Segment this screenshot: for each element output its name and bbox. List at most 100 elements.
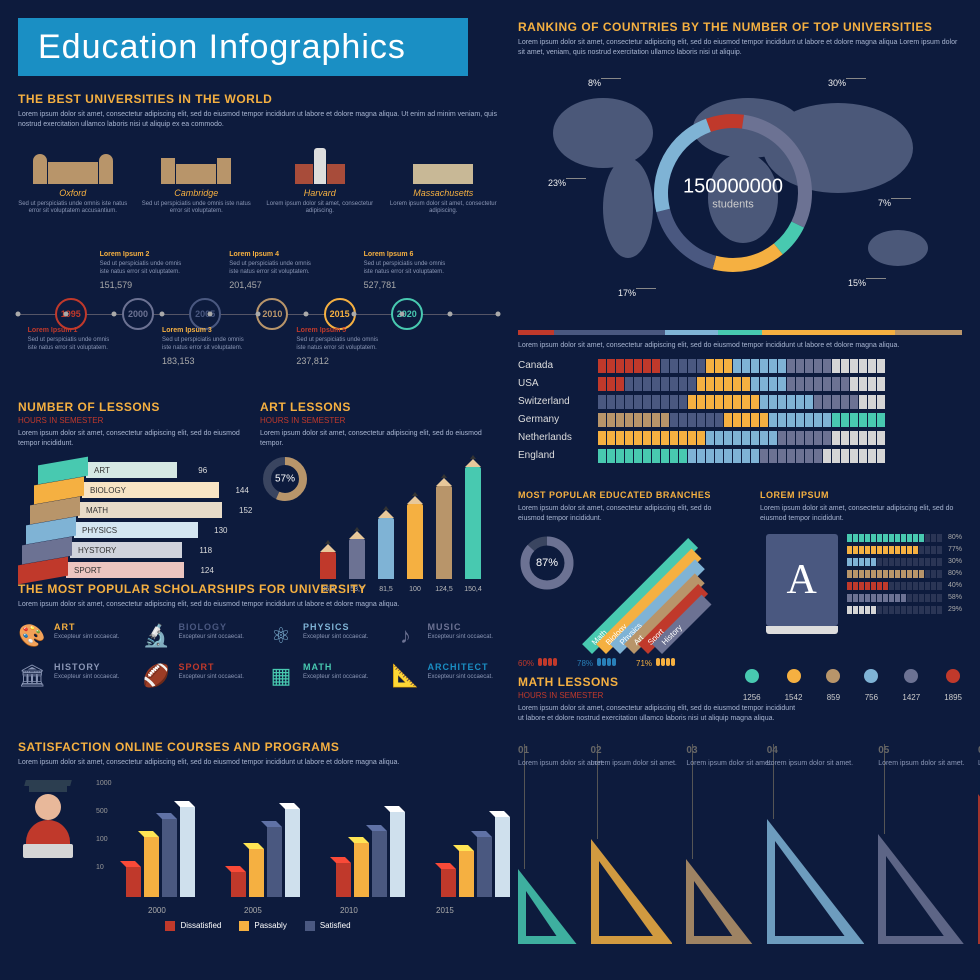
people-section: Lorem ipsum dolor sit amet, consectetur … <box>518 330 962 467</box>
sat-bar <box>231 872 246 897</box>
satisfaction-chart: 1000500100102000200520102015 <box>96 780 498 915</box>
math-dot: 1542 <box>785 669 803 705</box>
country-row: USA <box>518 377 962 391</box>
schol-title: THE MOST POPULAR SCHOLARSHIPS FOR UNIVER… <box>18 582 498 596</box>
sat-bar <box>459 851 474 897</box>
lessons-sub: HOURS IN SEMESTER <box>18 416 248 425</box>
sat-bar <box>162 819 177 897</box>
main-title-bar: Education Infographics <box>18 18 468 76</box>
sat-bar <box>249 849 264 897</box>
donut-center-value: 150000000 <box>683 175 783 198</box>
timeline-year: 2005 <box>189 298 221 330</box>
schol-desc: Lorem ipsum dolor sit amet, consectetur … <box>18 600 498 610</box>
ranking-section: RANKING OF COUNTRIES BY THE NUMBER OF TO… <box>518 20 962 298</box>
rank-desc: Lorem ipsum dolor sit amet, consectetur … <box>518 38 962 58</box>
sat-bar <box>441 869 456 897</box>
sat-bar <box>354 843 369 897</box>
university-card: CambridgeSed ut perspiciatis unde omnis … <box>142 142 252 217</box>
arc-label: 15% <box>848 278 866 288</box>
pencil-bar: 81,5 <box>378 518 394 579</box>
triangle-ruler: 01Lorem ipsum dolor sit amet. <box>518 869 577 944</box>
country-row: Canada <box>518 359 962 373</box>
scholarships-section: THE MOST POPULAR SCHOLARSHIPS FOR UNIVER… <box>18 582 498 690</box>
branch-donut-pct: 87% <box>536 557 558 569</box>
art-title: ART LESSONS <box>260 400 498 414</box>
arc-label: 7% <box>878 198 891 208</box>
country-row: Germany <box>518 413 962 427</box>
sat-bar <box>144 837 159 897</box>
scholarship-item: 🏈SPORTExcepteur sint occaecat. <box>143 662 250 690</box>
timeline-entry: Lorem Ipsum 4Sed ut perspiciatis unde om… <box>229 250 319 291</box>
branch-donut: 87% <box>518 534 576 592</box>
timeline-entry: Lorem Ipsum 2Sed ut perspiciatis unde om… <box>100 250 190 291</box>
book-bar: MATH152 <box>30 501 222 520</box>
sat-bar <box>267 827 282 897</box>
world-map-donut: 150000000students 8%30%7%15%17%23% <box>518 78 962 298</box>
timeline-year: 2020 <box>391 298 423 330</box>
rank-title: RANKING OF COUNTRIES BY THE NUMBER OF TO… <box>518 20 962 34</box>
graduate-icon <box>18 780 78 850</box>
pencil-bar: 36,3 <box>320 552 336 579</box>
country-row: England <box>518 449 962 463</box>
country-row: Netherlands <box>518 431 962 445</box>
best-universities-section: THE BEST UNIVERSITIES IN THE WORLD Lorem… <box>18 92 498 216</box>
pencil-bar: 150,4 <box>465 467 481 580</box>
lessons-section: NUMBER OF LESSONS HOURS IN SEMESTER Lore… <box>18 400 248 596</box>
triangle-ruler: 04Lorem ipsum dolor sit amet. <box>767 819 865 944</box>
triangle-ruler: 05Lorem ipsum dolor sit amet. <box>878 834 964 944</box>
arc-label: 8% <box>588 78 601 88</box>
pencil-bar: 100 <box>407 504 423 579</box>
book-bar: BIOLOGY144 <box>34 481 219 500</box>
diagonal-bars: MathBiologyPhysicsArtSportHistory <box>592 534 744 654</box>
scholarship-item: 📐ARCHITECTExcepteur sint occaecat. <box>392 662 499 690</box>
best-title: THE BEST UNIVERSITIES IN THE WORLD <box>18 92 498 106</box>
progress-row: 58% <box>847 594 962 602</box>
branch-title: MOST POPULAR EDUCATED BRANCHES <box>518 490 720 500</box>
triangle-ruler: 02Lorem ipsum dolor sit amet. <box>591 839 673 944</box>
math-dot: 756 <box>864 669 878 705</box>
book-bar: PHYSICS130 <box>26 521 198 540</box>
scholarship-item: ▦MATHExcepteur sint occaecat. <box>267 662 374 690</box>
best-desc: Lorem ipsum dolor sit amet, consectetur … <box>18 110 498 130</box>
math-dot: 1427 <box>902 669 920 705</box>
timeline-entry: Lorem Ipsum 3Sed ut perspiciatis unde om… <box>162 326 252 367</box>
timeline-entry: Lorem Ipsum 6Sed ut perspiciatis unde om… <box>364 250 454 291</box>
satisfaction-section: SATISFACTION ONLINE COURSES AND PROGRAMS… <box>18 740 498 931</box>
textbook-icon: A <box>760 534 831 634</box>
math-dot: 1256 <box>743 669 761 705</box>
art-sub: HOURS IN SEMESTER <box>260 416 498 425</box>
donut-center-label: students <box>683 198 783 210</box>
timeline-year: 2010 <box>256 298 288 330</box>
sat-bar <box>126 867 141 897</box>
scholarship-item: ♪MUSICExcepteur sint occaecat. <box>392 622 499 650</box>
timeline-year: 2000 <box>122 298 154 330</box>
sat-bar <box>477 837 492 897</box>
book-bar: HYSTORY118 <box>22 541 182 560</box>
book-bar: ART96 <box>38 461 177 480</box>
lessons-desc: Lorem ipsum dolor sit amet, consectetur … <box>18 429 248 449</box>
math-section: MATH LESSONS HOURS IN SEMESTER 125615428… <box>518 675 962 944</box>
arc-label: 17% <box>618 288 636 298</box>
sat-bar <box>285 809 300 897</box>
university-card: MassachusettsLorem ipsum dolor sit amet,… <box>389 142 499 217</box>
legend-item: Dissatisfied <box>165 921 221 931</box>
scholarship-item: 🎨ARTExcepteur sint occaecat. <box>18 622 125 650</box>
branch-title2: LOREM IPSUM <box>760 490 962 500</box>
scholarship-item: ⚛PHYSICSExcepteur sint occaecat. <box>267 622 374 650</box>
progress-row: 77% <box>847 546 962 554</box>
math-desc: Lorem ipsum dolor sit amet, consectetur … <box>518 704 798 724</box>
sat-title: SATISFACTION ONLINE COURSES AND PROGRAMS <box>18 740 498 754</box>
sat-bar <box>372 831 387 897</box>
pencil-bar: 124,5 <box>436 486 452 579</box>
sat-desc: Lorem ipsum dolor sit amet, consectetur … <box>18 758 498 768</box>
branch-desc: Lorem ipsum dolor sit amet, consectetur … <box>518 504 720 524</box>
arc-label: 30% <box>828 78 846 88</box>
math-dot: 1895 <box>944 669 962 705</box>
timeline-year: 1995 <box>55 298 87 330</box>
math-dot: 859 <box>826 669 840 705</box>
progress-row: 30% <box>847 558 962 566</box>
legend-item: Passably <box>239 921 286 931</box>
scholarship-item: 🏛HISTORYExcepteur sint occaecat. <box>18 662 125 690</box>
pencil-bar: 53,7 <box>349 539 365 579</box>
sat-bar <box>336 863 351 897</box>
